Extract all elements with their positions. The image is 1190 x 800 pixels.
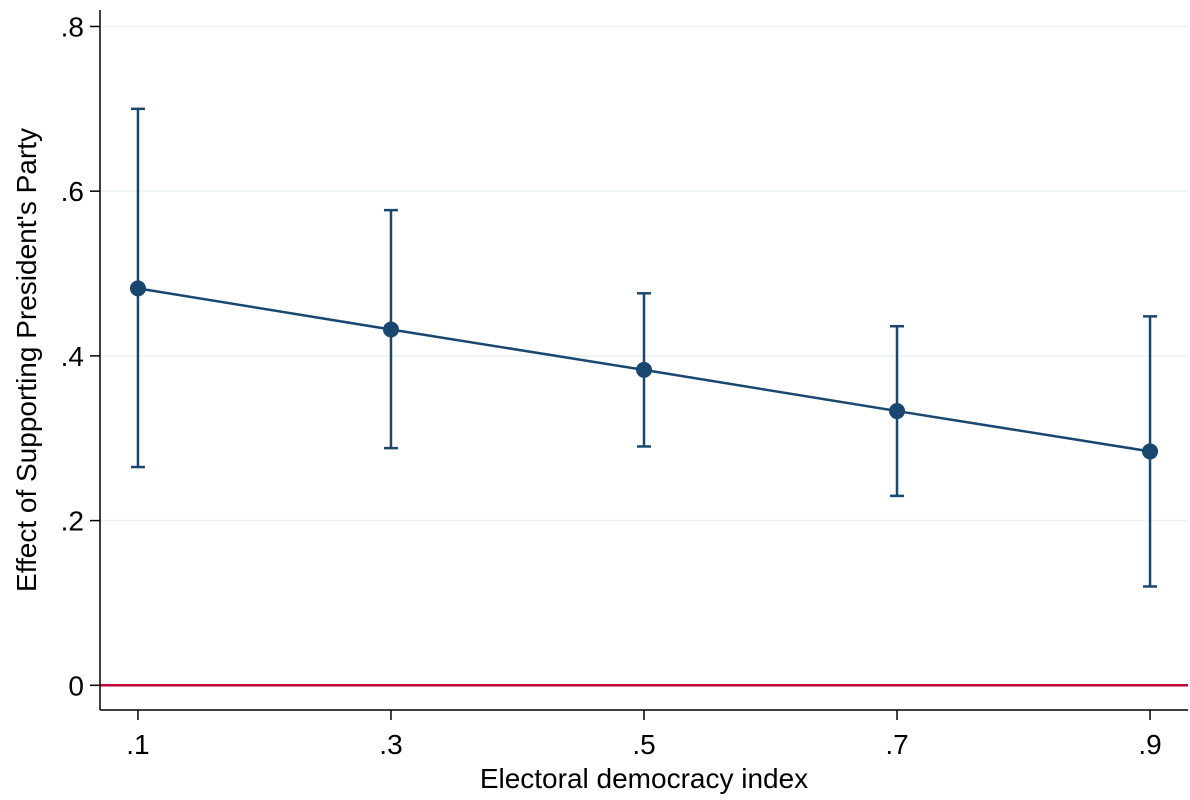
series-group bbox=[129, 280, 1159, 460]
y-tick-label-4: .8 bbox=[61, 11, 84, 42]
data-point-4 bbox=[1142, 443, 1159, 460]
y-tick-label-1: .2 bbox=[61, 506, 84, 537]
grid-lines bbox=[100, 25, 1188, 522]
x-axis-title: Electoral democracy index bbox=[480, 763, 808, 794]
y-tick-label-3: .6 bbox=[61, 176, 84, 207]
data-point-1 bbox=[382, 321, 399, 338]
x-tick-label-2: .5 bbox=[632, 729, 655, 760]
data-point-3 bbox=[889, 403, 906, 420]
data-point-2 bbox=[636, 361, 652, 378]
y-tick-label-2: .4 bbox=[61, 341, 84, 372]
data-point-0 bbox=[129, 280, 146, 297]
y-tick-label-0: 0 bbox=[68, 670, 84, 701]
x-tick-label-0: .1 bbox=[126, 729, 149, 760]
y-axis-ticks: 0 .2 .4 .6 .8 bbox=[61, 11, 100, 701]
x-tick-label-3: .7 bbox=[885, 729, 908, 760]
y-axis-title: Effect of Supporting President's Party bbox=[11, 128, 42, 592]
x-tick-label-4: .9 bbox=[1138, 729, 1161, 760]
error-bars bbox=[130, 107, 1158, 588]
x-axis-ticks: .1 .3 .5 .7 .9 bbox=[126, 710, 1162, 760]
x-tick-label-1: .3 bbox=[379, 729, 402, 760]
